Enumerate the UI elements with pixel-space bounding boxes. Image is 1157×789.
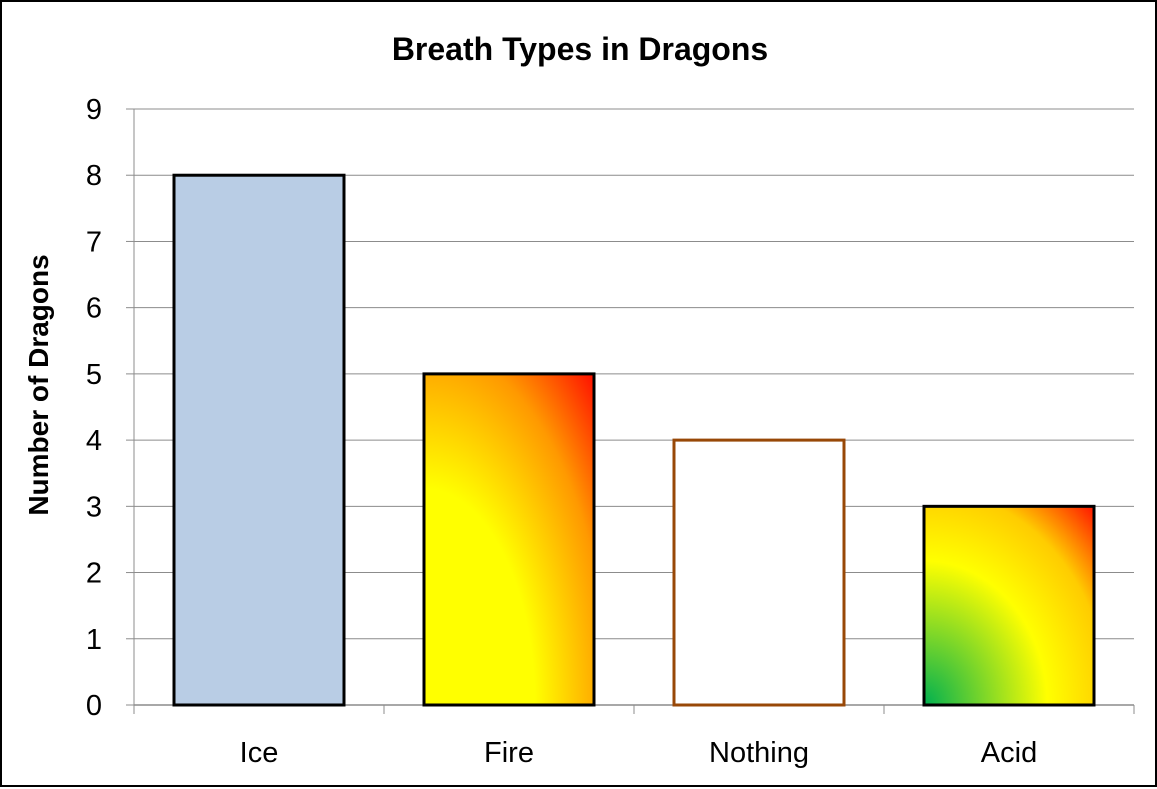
bar-ice bbox=[172, 173, 346, 707]
y-tick-label: 5 bbox=[86, 359, 102, 391]
x-tick-label: Acid bbox=[981, 737, 1037, 769]
x-tick-label: Ice bbox=[240, 737, 279, 769]
x-tick-label: Fire bbox=[484, 737, 534, 769]
y-tick-label: 3 bbox=[86, 491, 102, 523]
y-tick-label: 7 bbox=[86, 226, 102, 258]
y-tick-label: 6 bbox=[86, 293, 102, 325]
bar-nothing bbox=[672, 438, 846, 707]
x-tick-labels: Ice Fire Nothing Acid bbox=[240, 737, 1038, 769]
y-tick-label: 2 bbox=[86, 558, 102, 590]
chart-title: Breath Types in Dragons bbox=[392, 31, 768, 67]
y-tick-labels: 0 1 2 3 4 5 6 7 8 9 bbox=[86, 94, 102, 722]
y-tick-label: 1 bbox=[86, 624, 102, 656]
y-tick-label: 0 bbox=[86, 690, 102, 722]
bar-acid bbox=[922, 504, 1096, 707]
y-tick-label: 9 bbox=[86, 94, 102, 126]
bars bbox=[172, 173, 1096, 707]
y-tick-label: 4 bbox=[86, 425, 102, 457]
bar-fire bbox=[422, 372, 596, 707]
y-tick-label: 8 bbox=[86, 160, 102, 192]
y-axis-label: Number of Dragons bbox=[23, 254, 54, 515]
x-tick-label: Nothing bbox=[709, 737, 809, 769]
